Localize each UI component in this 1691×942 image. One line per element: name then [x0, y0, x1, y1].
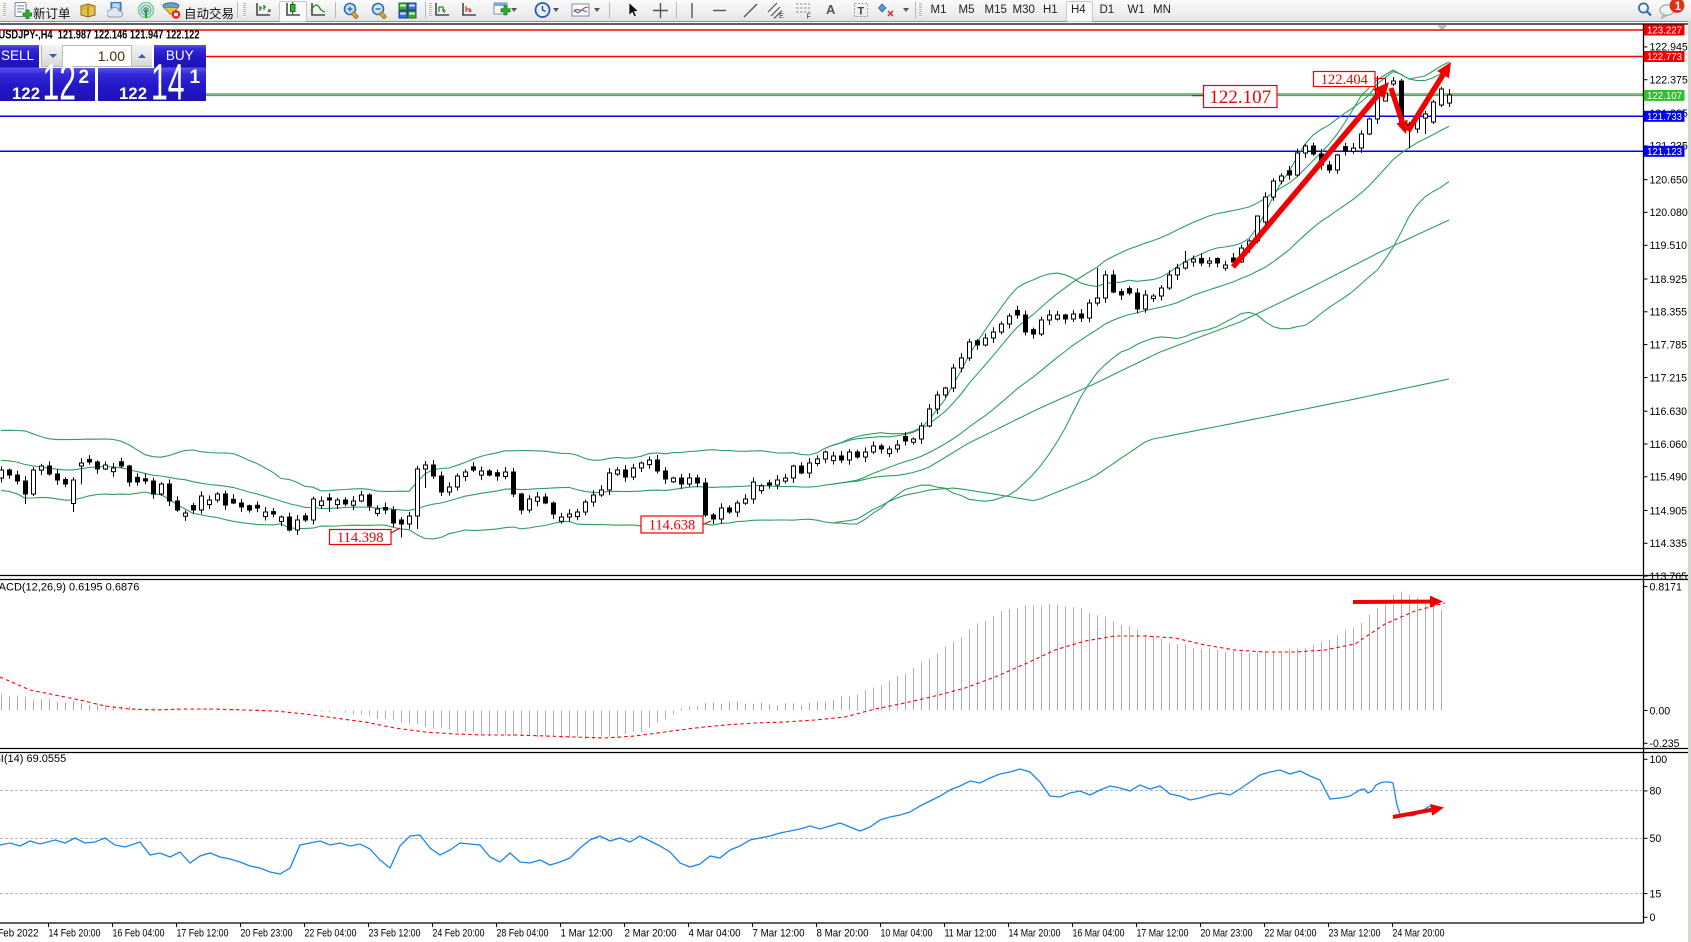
svg-text:1: 1 [1675, 1, 1682, 13]
svg-text:114.905: 114.905 [1650, 505, 1688, 517]
svg-text:17 Mar 12:00: 17 Mar 12:00 [1137, 928, 1189, 940]
svg-text:123.227: 123.227 [1647, 26, 1682, 37]
svg-text:10 Mar 04:00: 10 Mar 04:00 [881, 928, 933, 940]
svg-text:122.375: 122.375 [1650, 75, 1688, 87]
svg-text:122: 122 [119, 85, 147, 103]
svg-text:14 Mar 20:00: 14 Mar 20:00 [1009, 928, 1061, 940]
svg-text:117.785: 117.785 [1650, 339, 1688, 351]
svg-text:22 Mar 04:00: 22 Mar 04:00 [1265, 928, 1317, 940]
svg-text:T: T [858, 6, 865, 18]
svg-text:0: 0 [1650, 912, 1656, 924]
svg-text:114.398: 114.398 [337, 530, 384, 546]
svg-text:80: 80 [1650, 786, 1662, 798]
svg-text:USDJPY-,H4 121.987 122.146 12: USDJPY-,H4 121.987 122.146 121.947 122.1… [0, 30, 200, 42]
svg-text:122.945: 122.945 [1650, 42, 1688, 54]
svg-text:113.765: 113.765 [1650, 571, 1688, 583]
svg-text:22 Feb 04:00: 22 Feb 04:00 [305, 928, 357, 940]
svg-text:12: 12 [43, 54, 77, 111]
svg-text:11 Mar 12:00: 11 Mar 12:00 [945, 928, 997, 940]
svg-text:16 Mar 04:00: 16 Mar 04:00 [1073, 928, 1125, 940]
svg-text:11 Feb 2022: 11 Feb 2022 [0, 928, 39, 940]
svg-text:116.060: 116.060 [1650, 439, 1688, 451]
svg-text:116.630: 116.630 [1650, 406, 1688, 418]
svg-text:0.00: 0.00 [1650, 705, 1671, 717]
svg-text:17 Feb 12:00: 17 Feb 12:00 [177, 928, 229, 940]
svg-text:15: 15 [1650, 888, 1662, 900]
svg-text:122.404: 122.404 [1321, 72, 1369, 88]
svg-text:115.490: 115.490 [1650, 472, 1688, 484]
svg-text:122.107: 122.107 [1647, 91, 1682, 102]
svg-text:122.107: 122.107 [1209, 87, 1271, 108]
svg-text:118.355: 118.355 [1650, 307, 1688, 319]
svg-text:14: 14 [151, 54, 185, 111]
svg-text:122: 122 [12, 85, 40, 103]
svg-text:119.510: 119.510 [1650, 240, 1688, 252]
svg-text:MACD(12,26,9) 0.6195 0.6876: MACD(12,26,9) 0.6195 0.6876 [0, 582, 139, 594]
svg-text:4 Mar 04:00: 4 Mar 04:00 [689, 928, 741, 940]
svg-text:28 Feb 04:00: 28 Feb 04:00 [497, 928, 549, 940]
svg-text:23 Feb 12:00: 23 Feb 12:00 [369, 928, 421, 940]
svg-text:23 Mar 12:00: 23 Mar 12:00 [1329, 928, 1381, 940]
svg-text:F: F [807, 14, 811, 20]
svg-text:118.925: 118.925 [1650, 274, 1688, 286]
svg-text:1 Mar 12:00: 1 Mar 12:00 [561, 928, 613, 940]
svg-text:RSI(14) 69.0555: RSI(14) 69.0555 [0, 753, 66, 765]
svg-text:2 Mar 20:00: 2 Mar 20:00 [625, 928, 677, 940]
svg-text:7 Mar 12:00: 7 Mar 12:00 [753, 928, 805, 940]
svg-text:121.123: 121.123 [1647, 147, 1682, 158]
svg-text:100: 100 [1650, 754, 1668, 766]
svg-text:20 Feb 23:00: 20 Feb 23:00 [241, 928, 293, 940]
svg-text:20 Mar 23:00: 20 Mar 23:00 [1201, 928, 1253, 940]
svg-text:114.335: 114.335 [1650, 538, 1688, 550]
svg-text:14 Feb 20:00: 14 Feb 20:00 [49, 928, 101, 940]
svg-text:120.650: 120.650 [1650, 174, 1688, 186]
svg-text:8 Mar 20:00: 8 Mar 20:00 [817, 928, 869, 940]
svg-text:1: 1 [190, 67, 201, 88]
svg-text:120.080: 120.080 [1650, 207, 1688, 219]
svg-text:122.773: 122.773 [1647, 52, 1682, 63]
svg-text:117.215: 117.215 [1650, 372, 1688, 384]
svg-text:16 Feb 04:00: 16 Feb 04:00 [113, 928, 165, 940]
svg-text:0.8171: 0.8171 [1650, 581, 1683, 593]
svg-text:2: 2 [79, 67, 90, 88]
svg-text:E: E [779, 13, 784, 19]
svg-text:121.733: 121.733 [1647, 112, 1682, 123]
svg-text:-0.235: -0.235 [1650, 738, 1680, 750]
svg-text:24 Mar 20:00: 24 Mar 20:00 [1393, 928, 1445, 940]
svg-text:114.638: 114.638 [649, 518, 696, 534]
svg-text:50: 50 [1650, 833, 1662, 845]
svg-text:24 Feb 20:00: 24 Feb 20:00 [433, 928, 485, 940]
